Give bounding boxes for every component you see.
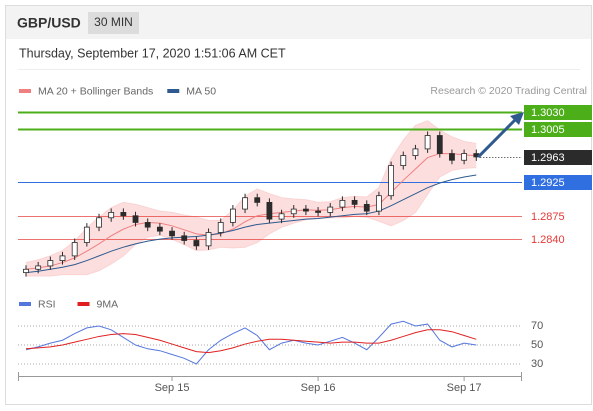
forecast-arrowhead bbox=[510, 112, 524, 125]
legend-swatch bbox=[19, 89, 31, 93]
candle-body bbox=[303, 208, 309, 212]
forecast-arrow bbox=[477, 117, 518, 158]
rsi-line bbox=[25, 329, 477, 354]
bollinger-upper bbox=[25, 120, 477, 264]
candle-body bbox=[132, 215, 139, 223]
level-box bbox=[524, 122, 592, 137]
legend-label: RSI bbox=[38, 298, 56, 310]
y-tick-label: 30 bbox=[531, 358, 543, 370]
level-label: 1.2925 bbox=[531, 177, 565, 189]
candle-body bbox=[156, 226, 163, 232]
y-tick-label: 70 bbox=[531, 320, 543, 332]
candle-body bbox=[193, 240, 200, 247]
candle-body bbox=[278, 213, 285, 220]
bollinger-band bbox=[26, 120, 477, 276]
candle-body bbox=[217, 222, 224, 233]
candle-body bbox=[339, 199, 346, 208]
symbol: GBP/USD bbox=[17, 15, 81, 31]
candle-body bbox=[449, 153, 455, 161]
level-box bbox=[524, 175, 592, 190]
bollinger-lower bbox=[26, 167, 477, 277]
candle-body bbox=[47, 260, 54, 267]
candle-body bbox=[71, 242, 78, 257]
candle-body bbox=[96, 217, 102, 228]
y-tick-label: 50 bbox=[531, 339, 543, 351]
candle-body bbox=[120, 212, 127, 217]
candle-body bbox=[35, 265, 42, 270]
candle-body bbox=[83, 226, 90, 243]
candle-body bbox=[315, 210, 321, 213]
rsi-line bbox=[25, 320, 477, 365]
level-label: 1.2963 bbox=[531, 152, 565, 164]
candle-body bbox=[108, 212, 115, 219]
candle-body bbox=[327, 206, 334, 213]
candle-body bbox=[254, 197, 261, 203]
candle-body bbox=[229, 208, 236, 223]
x-tick-label: Sep 16 bbox=[301, 382, 336, 394]
candle-body bbox=[388, 165, 395, 197]
legend-label: MA 20 + Bollinger Bands bbox=[38, 85, 153, 97]
legend-label: 9MA bbox=[97, 298, 119, 310]
level-label: 1.2840 bbox=[531, 234, 565, 246]
candle-body bbox=[412, 148, 419, 156]
level-box bbox=[524, 150, 592, 165]
candle-body bbox=[376, 195, 382, 212]
candle-body bbox=[351, 199, 358, 205]
x-tick-label: Sep 17 bbox=[447, 382, 482, 394]
candle-body bbox=[59, 255, 66, 261]
level-label: 1.3030 bbox=[531, 107, 565, 119]
interval-badge bbox=[88, 12, 139, 34]
candle-body bbox=[461, 153, 468, 161]
candle-body bbox=[205, 232, 212, 247]
candle-body bbox=[169, 230, 175, 237]
interval: 30 MIN bbox=[94, 15, 133, 29]
ma-line bbox=[25, 174, 477, 274]
x-tick-label: Sep 15 bbox=[155, 382, 190, 394]
datetime: Thursday, September 17, 2020 1:51:06 AM … bbox=[19, 46, 286, 60]
candle-body bbox=[363, 203, 370, 212]
candle-body bbox=[144, 222, 151, 228]
source: Research © 2020 Trading Central bbox=[430, 85, 587, 97]
legend-swatch bbox=[77, 302, 90, 306]
candle-body bbox=[424, 135, 431, 150]
candle-body bbox=[242, 197, 248, 210]
legend-label: MA 50 bbox=[186, 85, 216, 97]
candle-body bbox=[436, 135, 443, 154]
candle-body bbox=[23, 268, 29, 274]
level-label: 1.2875 bbox=[531, 211, 565, 223]
level-box bbox=[524, 105, 592, 120]
legend-swatch bbox=[167, 89, 180, 93]
candle-body bbox=[266, 201, 273, 220]
ma-line bbox=[25, 153, 477, 270]
legend-swatch bbox=[19, 302, 31, 306]
level-label: 1.3005 bbox=[531, 124, 565, 136]
candle-body bbox=[290, 208, 297, 215]
candle-body bbox=[181, 235, 188, 241]
candle-body bbox=[400, 155, 407, 167]
